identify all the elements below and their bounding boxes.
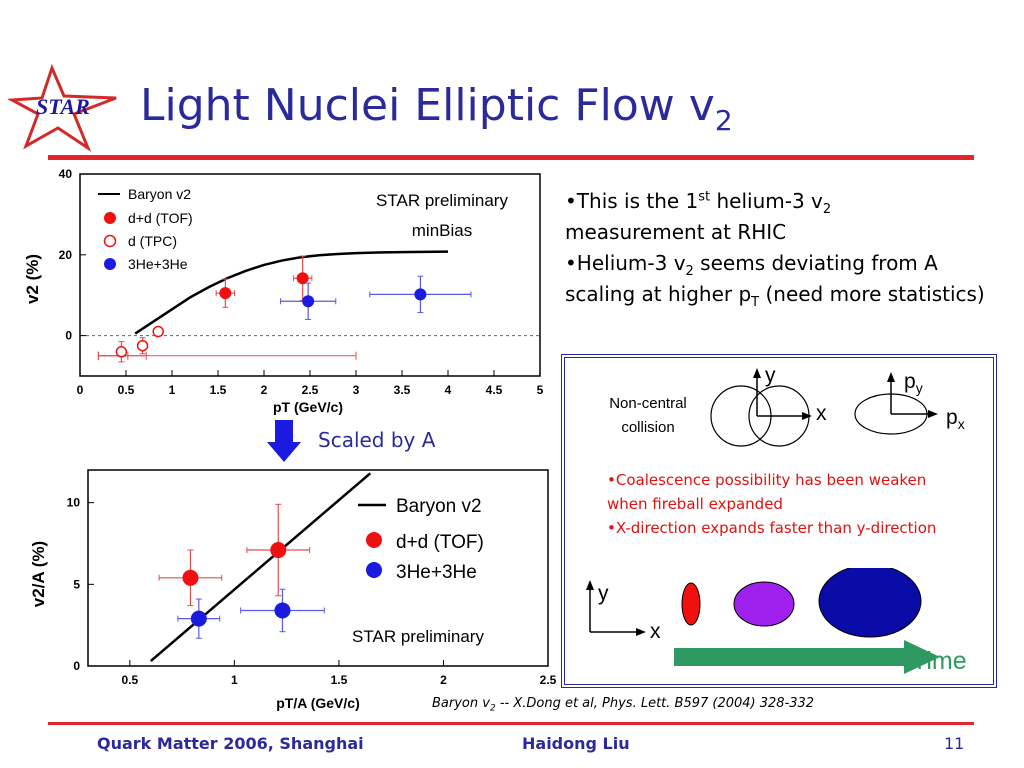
legend-text-he3: 3He+3He — [396, 562, 477, 583]
data-point-d-tof — [219, 287, 232, 300]
footer-author: Haidong Liu — [522, 734, 630, 753]
data-point-he3 — [414, 288, 427, 301]
data-point-d-tof — [270, 542, 287, 559]
px-label: px — [946, 406, 965, 432]
y-tick-label: 0 — [73, 659, 80, 673]
x-tick-label: 1 — [231, 673, 238, 687]
x-tick-label: 2 — [261, 383, 268, 397]
y-tick-label: 20 — [59, 248, 73, 262]
legend-text-d-tof: d+d (TOF) — [128, 210, 193, 226]
x-tick-label: 1.5 — [331, 673, 348, 687]
legend-marker-d-tof — [104, 212, 116, 224]
baryon-curve — [134, 250, 449, 335]
baryon-line — [149, 472, 372, 663]
diagram-notes: •Coalescence possibility has been weaken… — [607, 468, 937, 540]
x-tick-label: 2.5 — [302, 383, 319, 397]
axis-y-label: y — [765, 364, 776, 387]
data-point-d-tpc — [152, 325, 164, 338]
time-arrow-shaft — [674, 648, 904, 666]
slide-title: Light Nuclei Elliptic Flow v2 — [140, 80, 733, 134]
x-tick-label: 1.5 — [210, 383, 227, 397]
data-point-d-tpc — [136, 339, 149, 352]
py-label: py — [904, 370, 923, 396]
y-tick-label: 40 — [59, 167, 73, 181]
fireball-medium — [733, 581, 795, 627]
y-axis-label: v2 (%) — [23, 254, 42, 304]
legend: Baryon v2 d+d (TOF) d (TPC) 3He+3He — [98, 186, 193, 272]
legend-marker-d-tpc — [103, 234, 117, 248]
scaled-by-a-label: Scaled by A — [318, 428, 436, 452]
down-arrow — [267, 420, 301, 462]
collision-label-2: collision — [621, 419, 674, 436]
collision-diagram: Non-central collision y x py px — [609, 364, 965, 447]
note-2: •X-direction expands faster than y-direc… — [607, 519, 937, 537]
title-main: Light Nuclei Elliptic Flow v — [140, 80, 715, 131]
annotation-preliminary: STAR preliminary — [352, 627, 484, 646]
annotation-preliminary: STAR preliminary — [376, 191, 508, 210]
x-tick-label: 2 — [440, 673, 447, 687]
legend-text-d-tpc: d (TPC) — [128, 233, 177, 249]
x-tick-label: 3 — [353, 383, 360, 397]
time-label: Time — [912, 647, 967, 675]
coalescence-diagram-box — [561, 354, 997, 688]
expansion-diagram: y x Time — [586, 568, 967, 675]
star-logo-shape — [8, 63, 117, 152]
data-point-d-tof — [296, 272, 309, 285]
legend-text-he3: 3He+3He — [128, 256, 188, 272]
note-1: •Coalescence possibility has been weaken… — [607, 471, 927, 513]
legend-marker-he3 — [104, 258, 116, 270]
title-subscript: 2 — [714, 103, 733, 137]
fireball-small — [681, 582, 701, 626]
footer-divider — [48, 722, 974, 725]
x-tick-label: 3.5 — [394, 383, 411, 397]
title-underline — [48, 155, 974, 160]
y-tick-label: 10 — [67, 496, 81, 510]
data-point-he3 — [274, 602, 291, 619]
bullet-list: •This is the 1st helium-3 v2 measurement … — [565, 186, 1005, 310]
page-number: 11 — [944, 734, 965, 753]
data-point-he3 — [302, 295, 315, 308]
annotation-minbias: minBias — [412, 221, 472, 240]
data-point-d-tof — [182, 569, 199, 586]
collision-label-1: Non-central — [609, 395, 687, 412]
footer-conference: Quark Matter 2006, Shanghai — [97, 734, 364, 753]
bullet-1: •This is the 1st helium-3 v2 measurement … — [565, 189, 832, 244]
x-axis-label: pT (GeV/c) — [273, 399, 343, 415]
legend-text-baryon: Baryon v2 — [128, 186, 191, 202]
y-tick-label: 0 — [65, 329, 72, 343]
legend: Baryon v2 d+d (TOF) 3He+3He — [358, 496, 484, 583]
x-tick-label: 0.5 — [118, 383, 135, 397]
star-logo-text: STAR — [36, 94, 90, 119]
x-tick-label: 1 — [169, 383, 176, 397]
small-axis-x: x — [650, 620, 661, 643]
legend-marker-he3 — [366, 562, 382, 578]
x-tick-label: 2.5 — [540, 673, 557, 687]
y-axis-label: v2/A (%) — [29, 541, 48, 607]
x-axis-label: pT/A (GeV/c) — [276, 695, 360, 711]
axis-x-label: x — [816, 402, 827, 425]
legend-text-baryon: Baryon v2 — [396, 496, 482, 517]
chart-v2-vs-pt: 0 0.5 1 1.5 2 2.5 3 3.5 4 4.5 5 0 20 40 pT (GeV/c) v2… — [23, 167, 544, 415]
x-tick-label: 0 — [77, 383, 84, 397]
reference-credit: Baryon v2 -- X.Dong et al, Phys. Lett. B… — [432, 696, 815, 714]
legend-marker-d-tof — [366, 532, 382, 548]
x-tick-label: 5 — [537, 383, 544, 397]
x-tick-label: 4 — [445, 383, 452, 397]
chart-v2a-vs-pta: 0.5 1 1.5 2 2.5 0 5 10 pT/A (GeV/c) v2/A (%) ST… — [29, 469, 557, 711]
legend-text-d-tof: d+d (TOF) — [396, 532, 484, 553]
plot-frame — [87, 469, 549, 667]
x-tick-label: 4.5 — [486, 383, 503, 397]
star-logo: STAR — [8, 63, 117, 152]
data-point-he3 — [190, 610, 207, 627]
fireball-large — [818, 568, 922, 638]
small-axis-y: y — [598, 582, 609, 605]
bullet-2: •Helium-3 v2 seems deviating from A scal… — [565, 251, 985, 310]
data-point-d-tpc — [115, 346, 128, 358]
x-tick-label: 0.5 — [121, 673, 138, 687]
y-tick-label: 5 — [73, 577, 80, 591]
